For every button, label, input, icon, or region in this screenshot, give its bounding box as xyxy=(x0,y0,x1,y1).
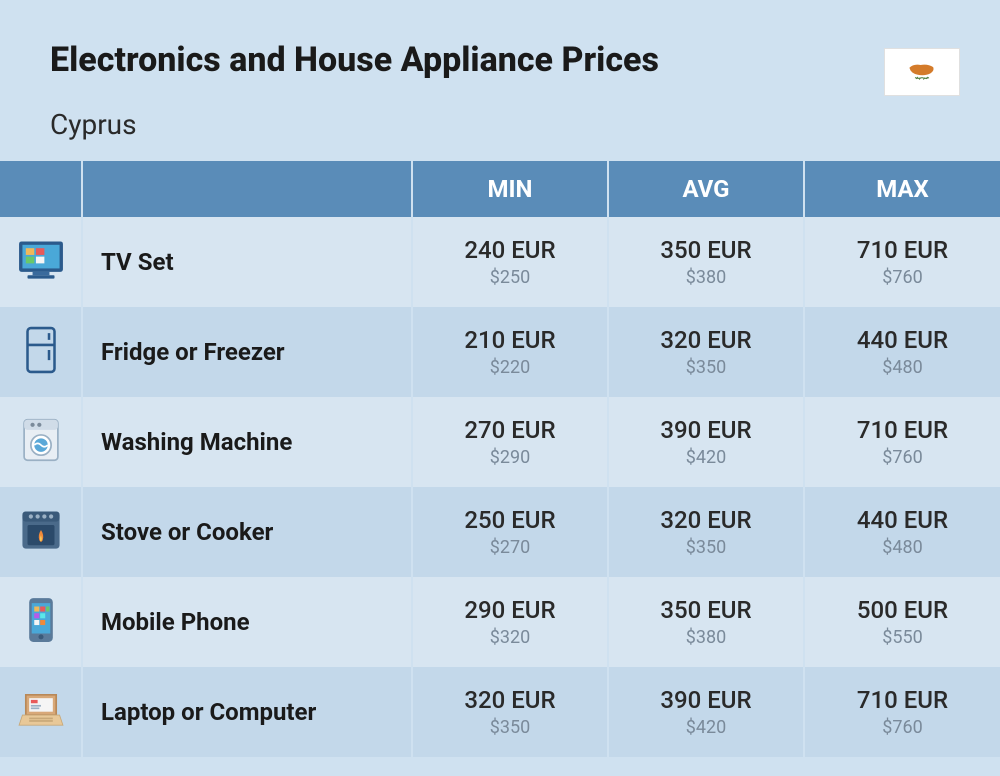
avg-cell: 320 EUR $350 xyxy=(608,487,804,577)
item-name: Fridge or Freezer xyxy=(82,307,412,397)
table-row: Stove or Cooker 250 EUR $270 320 EUR $35… xyxy=(0,487,1000,577)
avg-eur: 320 EUR xyxy=(619,326,793,355)
min-cell: 290 EUR $320 xyxy=(412,577,608,667)
price-table: MIN AVG MAX TV Set 240 EUR xyxy=(0,161,1000,757)
max-cell: 500 EUR $550 xyxy=(804,577,1000,667)
max-usd: $760 xyxy=(815,447,990,468)
mobile-phone-icon xyxy=(14,593,68,647)
avg-eur: 390 EUR xyxy=(619,686,793,715)
col-icon xyxy=(0,161,82,217)
min-usd: $220 xyxy=(423,357,597,378)
cyprus-flag-icon xyxy=(901,58,943,86)
col-max: MAX xyxy=(804,161,1000,217)
avg-usd: $350 xyxy=(619,357,793,378)
item-name: Mobile Phone xyxy=(82,577,412,667)
col-avg: AVG xyxy=(608,161,804,217)
min-cell: 240 EUR $250 xyxy=(412,217,608,307)
avg-usd: $350 xyxy=(619,537,793,558)
avg-cell: 390 EUR $420 xyxy=(608,667,804,757)
table-row: TV Set 240 EUR $250 350 EUR $380 710 EUR… xyxy=(0,217,1000,307)
min-usd: $290 xyxy=(423,447,597,468)
col-min: MIN xyxy=(412,161,608,217)
avg-cell: 350 EUR $380 xyxy=(608,577,804,667)
item-icon-cell xyxy=(0,217,82,307)
max-eur: 710 EUR xyxy=(815,686,990,715)
min-cell: 250 EUR $270 xyxy=(412,487,608,577)
max-cell: 710 EUR $760 xyxy=(804,667,1000,757)
min-eur: 320 EUR xyxy=(423,686,597,715)
min-usd: $350 xyxy=(423,717,597,738)
max-cell: 710 EUR $760 xyxy=(804,397,1000,487)
item-name: Laptop or Computer xyxy=(82,667,412,757)
item-icon-cell xyxy=(0,667,82,757)
fridge-icon xyxy=(14,323,68,377)
item-icon-cell xyxy=(0,397,82,487)
min-usd: $250 xyxy=(423,267,597,288)
max-eur: 710 EUR xyxy=(815,416,990,445)
table-body: TV Set 240 EUR $250 350 EUR $380 710 EUR… xyxy=(0,217,1000,757)
max-usd: $480 xyxy=(815,537,990,558)
min-eur: 250 EUR xyxy=(423,506,597,535)
max-eur: 440 EUR xyxy=(815,326,990,355)
min-cell: 320 EUR $350 xyxy=(412,667,608,757)
max-cell: 440 EUR $480 xyxy=(804,307,1000,397)
avg-eur: 350 EUR xyxy=(619,596,793,625)
item-icon-cell xyxy=(0,307,82,397)
stove-icon xyxy=(14,503,68,557)
tv-icon xyxy=(14,233,68,287)
avg-cell: 350 EUR $380 xyxy=(608,217,804,307)
max-eur: 500 EUR xyxy=(815,596,990,625)
item-name: Stove or Cooker xyxy=(82,487,412,577)
avg-eur: 350 EUR xyxy=(619,236,793,265)
max-usd: $760 xyxy=(815,717,990,738)
min-eur: 290 EUR xyxy=(423,596,597,625)
table-row: Washing Machine 270 EUR $290 390 EUR $42… xyxy=(0,397,1000,487)
avg-usd: $420 xyxy=(619,717,793,738)
country-name: Cyprus xyxy=(50,108,950,141)
avg-usd: $380 xyxy=(619,267,793,288)
page-title: Electronics and House Appliance Prices xyxy=(50,40,950,80)
min-eur: 270 EUR xyxy=(423,416,597,445)
avg-usd: $380 xyxy=(619,627,793,648)
avg-eur: 390 EUR xyxy=(619,416,793,445)
laptop-icon xyxy=(14,683,68,737)
country-flag xyxy=(884,48,960,96)
col-name xyxy=(82,161,412,217)
min-eur: 210 EUR xyxy=(423,326,597,355)
avg-cell: 390 EUR $420 xyxy=(608,397,804,487)
min-cell: 210 EUR $220 xyxy=(412,307,608,397)
max-usd: $480 xyxy=(815,357,990,378)
item-icon-cell xyxy=(0,487,82,577)
max-eur: 710 EUR xyxy=(815,236,990,265)
table-row: Laptop or Computer 320 EUR $350 390 EUR … xyxy=(0,667,1000,757)
max-cell: 710 EUR $760 xyxy=(804,217,1000,307)
min-usd: $270 xyxy=(423,537,597,558)
min-usd: $320 xyxy=(423,627,597,648)
max-usd: $550 xyxy=(815,627,990,648)
table-row: Fridge or Freezer 210 EUR $220 320 EUR $… xyxy=(0,307,1000,397)
min-eur: 240 EUR xyxy=(423,236,597,265)
avg-cell: 320 EUR $350 xyxy=(608,307,804,397)
item-name: Washing Machine xyxy=(82,397,412,487)
washing-machine-icon xyxy=(14,413,68,467)
header: Electronics and House Appliance Prices C… xyxy=(0,0,1000,161)
avg-eur: 320 EUR xyxy=(619,506,793,535)
item-icon-cell xyxy=(0,577,82,667)
min-cell: 270 EUR $290 xyxy=(412,397,608,487)
max-usd: $760 xyxy=(815,267,990,288)
table-header-row: MIN AVG MAX xyxy=(0,161,1000,217)
avg-usd: $420 xyxy=(619,447,793,468)
max-eur: 440 EUR xyxy=(815,506,990,535)
item-name: TV Set xyxy=(82,217,412,307)
max-cell: 440 EUR $480 xyxy=(804,487,1000,577)
table-row: Mobile Phone 290 EUR $320 350 EUR $380 5… xyxy=(0,577,1000,667)
